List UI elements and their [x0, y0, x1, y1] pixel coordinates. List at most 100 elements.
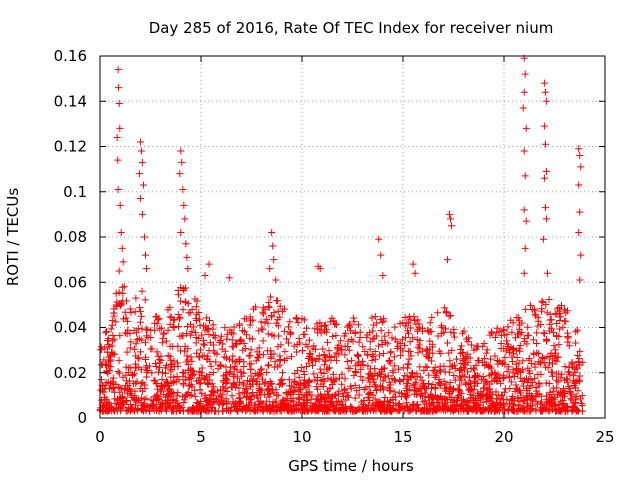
- data-point: [246, 321, 254, 329]
- data-point: [107, 363, 115, 371]
- data-point: [263, 407, 271, 415]
- data-point: [434, 332, 442, 340]
- data-point: [509, 345, 517, 353]
- data-point: [122, 363, 130, 371]
- data-point: [246, 360, 254, 368]
- data-point: [379, 365, 387, 373]
- data-point: [532, 397, 540, 405]
- data-point: [470, 373, 478, 381]
- data-point: [338, 370, 346, 378]
- data-point: [313, 320, 321, 328]
- data-point: [105, 335, 113, 343]
- data-point: [534, 370, 542, 378]
- data-point: [287, 353, 295, 361]
- y-tick-label: 0.16: [54, 47, 87, 65]
- data-point: [576, 372, 584, 380]
- data-point: [341, 375, 349, 383]
- data-point: [169, 379, 177, 387]
- data-point: [296, 339, 304, 347]
- data-point: [496, 395, 504, 403]
- data-point: [157, 386, 165, 394]
- data-point: [278, 381, 286, 389]
- data-point: [574, 352, 582, 360]
- data-point: [299, 347, 307, 355]
- data-point: [524, 364, 532, 372]
- data-point: [575, 358, 583, 366]
- data-point: [231, 358, 239, 366]
- data-point: [320, 361, 328, 369]
- data-point: [136, 318, 144, 326]
- data-point: [532, 405, 540, 413]
- data-point: [474, 406, 482, 414]
- data-point: [391, 323, 399, 331]
- data-point: [270, 389, 278, 397]
- data-point: [158, 369, 166, 377]
- data-point: [269, 402, 277, 410]
- data-point: [538, 353, 546, 361]
- data-point: [154, 368, 162, 376]
- data-point: [134, 325, 142, 333]
- data-point: [401, 341, 409, 349]
- data-point: [479, 372, 487, 380]
- data-point: [264, 347, 272, 355]
- data-point: [356, 334, 364, 342]
- data-point: [429, 349, 437, 357]
- data-point: [329, 332, 337, 340]
- data-point: [118, 394, 126, 402]
- data-point: [428, 392, 436, 400]
- data-point: [294, 319, 302, 327]
- data-point: [525, 356, 533, 364]
- data-point: [184, 265, 192, 273]
- data-point: [226, 326, 234, 334]
- data-point: [284, 395, 292, 403]
- data-point: [565, 342, 573, 350]
- data-point: [284, 323, 292, 331]
- data-point: [446, 215, 454, 223]
- data-point: [184, 323, 192, 331]
- data-point: [117, 407, 125, 415]
- data-point: [509, 358, 517, 366]
- data-point: [505, 346, 513, 354]
- data-point: [360, 385, 368, 393]
- data-point: [576, 347, 584, 355]
- data-point: [457, 342, 465, 350]
- data-point: [411, 317, 419, 325]
- data-point: [428, 357, 436, 365]
- data-point: [132, 352, 140, 360]
- data-point: [393, 344, 401, 352]
- data-point: [293, 348, 301, 356]
- data-point: [207, 400, 215, 408]
- data-point: [236, 337, 244, 345]
- data-point: [428, 313, 436, 321]
- data-point: [135, 170, 143, 178]
- data-point: [179, 373, 187, 381]
- data-point: [204, 407, 212, 415]
- data-point: [553, 332, 561, 340]
- x-tick-label: 10: [292, 428, 311, 446]
- data-point: [402, 387, 410, 395]
- data-point: [481, 355, 489, 363]
- data-point: [491, 333, 499, 341]
- data-point: [344, 337, 352, 345]
- data-point: [329, 370, 337, 378]
- data-point: [239, 346, 247, 354]
- data-point: [369, 353, 377, 361]
- data-point: [292, 314, 300, 322]
- data-point: [522, 305, 530, 313]
- data-point: [206, 371, 214, 379]
- data-point: [445, 210, 453, 218]
- data-point: [476, 395, 484, 402]
- data-point: [271, 398, 279, 406]
- data-point: [517, 368, 525, 376]
- data-point: [201, 375, 209, 383]
- data-point: [576, 208, 584, 216]
- data-point: [114, 156, 122, 164]
- data-point: [279, 380, 287, 388]
- data-point: [257, 318, 265, 326]
- data-point: [270, 332, 278, 340]
- data-point: [211, 407, 219, 415]
- data-point: [509, 319, 517, 327]
- data-point: [107, 325, 115, 333]
- data-point: [236, 320, 244, 328]
- data-point: [278, 307, 286, 315]
